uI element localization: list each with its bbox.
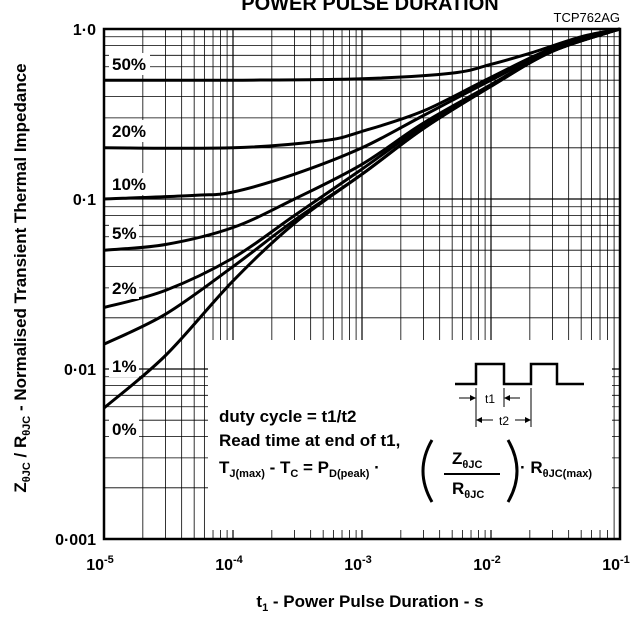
series-labels: 50% 20% 10% 5% 2% 1% 0% — [109, 53, 150, 440]
series-line-50pct — [103, 27, 621, 82]
series-line-0pct — [103, 27, 621, 410]
series-label: 50% — [112, 55, 146, 74]
x-tick-label: 10-2 — [473, 554, 501, 574]
y-tick-label: 0·1 — [73, 192, 96, 209]
t1-label: t1 — [485, 392, 495, 406]
svg-text:TJ(max) - TC = PD(peak) ·: TJ(max) - TC = PD(peak) · — [219, 458, 380, 480]
series-label-bg — [109, 222, 139, 244]
y-axis-label: ZθJC / RθJC - Normalised Transient Therm… — [11, 63, 33, 492]
y-tick-labels: 1·0 0·1 0·01 0·001 — [55, 22, 96, 549]
series-label: 1% — [112, 357, 137, 376]
svg-text:ZθJC: ZθJC — [452, 449, 482, 471]
y-tick-label: 1·0 — [73, 22, 96, 39]
series-label-bg — [109, 418, 139, 440]
x-tick-labels: 10-5 10-4 10-3 10-2 10-1 — [86, 554, 630, 574]
read-time-text: Read time at end of t1, — [219, 431, 400, 450]
y-tick-label: 0·01 — [64, 362, 96, 379]
series-label: 0% — [112, 420, 137, 439]
x-tick-label: 10-5 — [86, 554, 114, 574]
t2-label: t2 — [499, 414, 509, 428]
annotation-box: t1 t2 duty cycle = t1/t2 Read time at en… — [208, 340, 612, 530]
series-label: 20% — [112, 122, 146, 141]
svg-text:· RθJC(max): · RθJC(max) — [520, 458, 592, 480]
y-tick-label: 0·001 — [55, 532, 96, 549]
series-label-bg — [109, 277, 139, 299]
series-line-10pct — [103, 27, 621, 201]
series-label-bg — [109, 355, 139, 377]
x-axis-label: t1 - Power Pulse Duration - s — [256, 592, 483, 614]
series-label-bg — [109, 173, 150, 195]
plot-frame — [102, 27, 622, 541]
series-label: 2% — [112, 279, 137, 298]
curves — [103, 27, 621, 410]
duty-cycle-text: duty cycle = t1/t2 — [219, 407, 356, 426]
x-tick-label: 10-1 — [602, 554, 630, 574]
series-label-bg — [109, 53, 150, 75]
pulse-waveform-icon — [455, 362, 584, 386]
series-label: 10% — [112, 175, 146, 194]
x-tick-label: 10-3 — [344, 554, 372, 574]
series-label-bg — [109, 120, 150, 142]
formula: TJ(max) - TC = PD(peak) · ZθJC RθJC · Rθ… — [219, 439, 592, 503]
svg-text:RθJC: RθJC — [452, 479, 484, 501]
x-tick-label: 10-4 — [215, 554, 243, 574]
figure-code: TCP762AG — [554, 10, 620, 25]
series-label: 5% — [112, 224, 137, 243]
chart-title: POWER PULSE DURATION — [241, 0, 498, 15]
